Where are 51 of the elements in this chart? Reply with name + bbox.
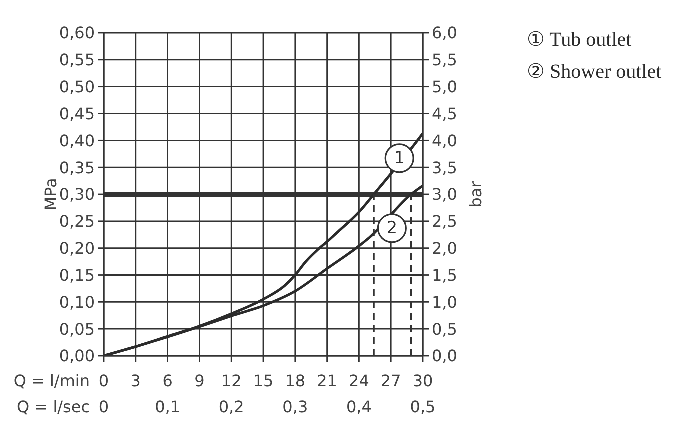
y2-tick-label: 6,0 xyxy=(432,24,458,43)
x-tick-label: 15 xyxy=(253,371,274,390)
x-tick-label: 21 xyxy=(317,371,338,390)
y-tick-label: 0,25 xyxy=(59,212,95,232)
y-tick-label: 0,30 xyxy=(59,185,95,204)
text: ② Shower outlet xyxy=(527,60,662,85)
y-tick-label: 0,55 xyxy=(59,50,95,70)
y2-tick-label: 4,5 xyxy=(432,104,458,124)
annotation: 2 xyxy=(386,218,398,238)
y2-tick-label: 3,0 xyxy=(432,185,458,204)
y-tick-label: 0,60 xyxy=(59,24,95,43)
x-tick-label: 6 xyxy=(162,371,173,390)
x2-tick-label: 0,5 xyxy=(410,397,436,416)
annotation: 1 xyxy=(394,148,406,168)
y-axis-title: MPa xyxy=(42,178,60,211)
y2-tick-label: 1,0 xyxy=(432,292,458,312)
y2-axis-title: bar xyxy=(466,180,486,208)
y-tick-label: 0,50 xyxy=(59,78,95,97)
x-axis-title: Q = l/min xyxy=(14,371,90,390)
x-tick-label: 30 xyxy=(412,371,434,390)
y2-tick-label: 0,0 xyxy=(432,346,458,366)
x2-tick-label: 0,1 xyxy=(155,397,181,416)
text: ① Tub outlet xyxy=(527,28,633,53)
x2-axis-title: Q = l/sec xyxy=(17,397,90,416)
y-tick-label: 0,20 xyxy=(59,239,95,258)
y-tick-label: 0,10 xyxy=(59,292,95,312)
y2-tick-label: 2,0 xyxy=(432,239,458,258)
x-tick-label: 27 xyxy=(380,371,402,390)
y2-tick-label: 5,5 xyxy=(432,50,458,70)
y-tick-label: 0,35 xyxy=(59,158,95,178)
x-tick-label: 18 xyxy=(285,371,306,390)
y2-tick-label: 4,0 xyxy=(432,131,458,150)
y2-tick-label: 2,5 xyxy=(432,212,458,232)
x-tick-label: 0 xyxy=(98,371,110,390)
x-tick-label: 24 xyxy=(349,371,370,390)
y-tick-label: 0,15 xyxy=(59,266,95,285)
x-tick-label: 3 xyxy=(130,371,141,390)
x2-tick-label: 0,2 xyxy=(218,397,244,416)
y-tick-label: 0,45 xyxy=(59,104,95,124)
y-tick-label: 0,00 xyxy=(59,346,95,366)
y2-tick-label: 1,5 xyxy=(432,266,458,285)
x2-tick-label: 0 xyxy=(98,397,110,416)
y-tick-label: 0,05 xyxy=(59,320,95,339)
x-tick-label: 9 xyxy=(194,371,205,390)
x2-tick-label: 0,4 xyxy=(346,397,372,416)
x-tick-label: 12 xyxy=(221,371,242,390)
x2-tick-label: 0,3 xyxy=(282,397,308,416)
y-tick-label: 0,40 xyxy=(59,131,95,150)
y2-tick-label: 5,0 xyxy=(432,78,458,97)
y2-tick-label: 3,5 xyxy=(432,158,458,178)
y2-tick-label: 0,5 xyxy=(432,320,458,339)
